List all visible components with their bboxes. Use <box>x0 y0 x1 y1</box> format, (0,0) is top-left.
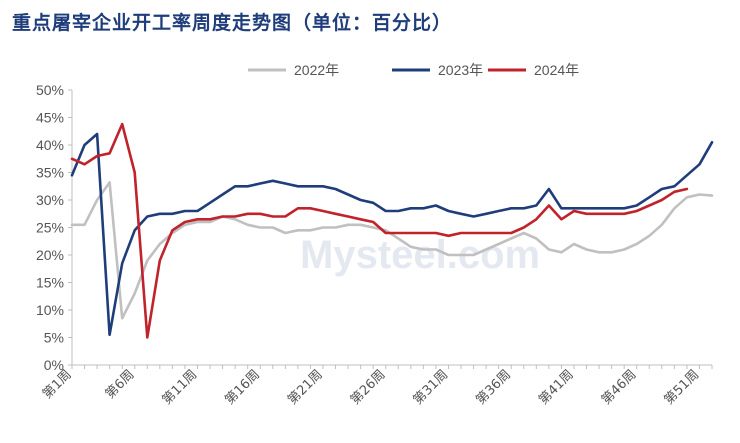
x-tick-label: 第26周 <box>348 367 389 408</box>
x-tick-label: 第11周 <box>160 367 201 408</box>
y-tick-label: 35% <box>36 165 64 181</box>
y-tick-label: 50% <box>36 82 64 98</box>
series-line-2022年 <box>70 181 714 320</box>
legend-label-2024年: 2024年 <box>534 62 579 78</box>
x-tick-label: 第36周 <box>473 367 514 408</box>
x-tick-label: 第31周 <box>411 367 452 408</box>
series-line-2023年 <box>70 132 714 337</box>
chart-title: 重点屠宰企业开工率周度走势图（单位：百分比） <box>12 12 453 34</box>
x-tick-label: 第41周 <box>536 367 577 408</box>
x-tick-label: 第46周 <box>599 367 640 408</box>
y-tick-label: 5% <box>44 330 64 346</box>
legend-label-2022年: 2022年 <box>294 62 339 78</box>
watermark-text: Mysteel.com <box>300 233 540 277</box>
x-tick-label: 第51周 <box>662 367 703 408</box>
x-tick-label: 第21周 <box>285 367 326 408</box>
x-tick-label: 第6周 <box>103 367 138 402</box>
y-tick-label: 45% <box>36 110 64 126</box>
y-tick-label: 0% <box>44 357 64 373</box>
y-tick-label: 40% <box>36 137 64 153</box>
y-tick-label: 15% <box>36 275 64 291</box>
y-tick-label: 25% <box>36 220 64 236</box>
series-line-2024年 <box>70 122 689 339</box>
y-tick-label: 20% <box>36 247 64 263</box>
y-tick-label: 10% <box>36 302 64 318</box>
x-tick-label: 第16周 <box>222 367 263 408</box>
legend-label-2023年: 2023年 <box>438 62 483 78</box>
y-tick-label: 30% <box>36 192 64 208</box>
